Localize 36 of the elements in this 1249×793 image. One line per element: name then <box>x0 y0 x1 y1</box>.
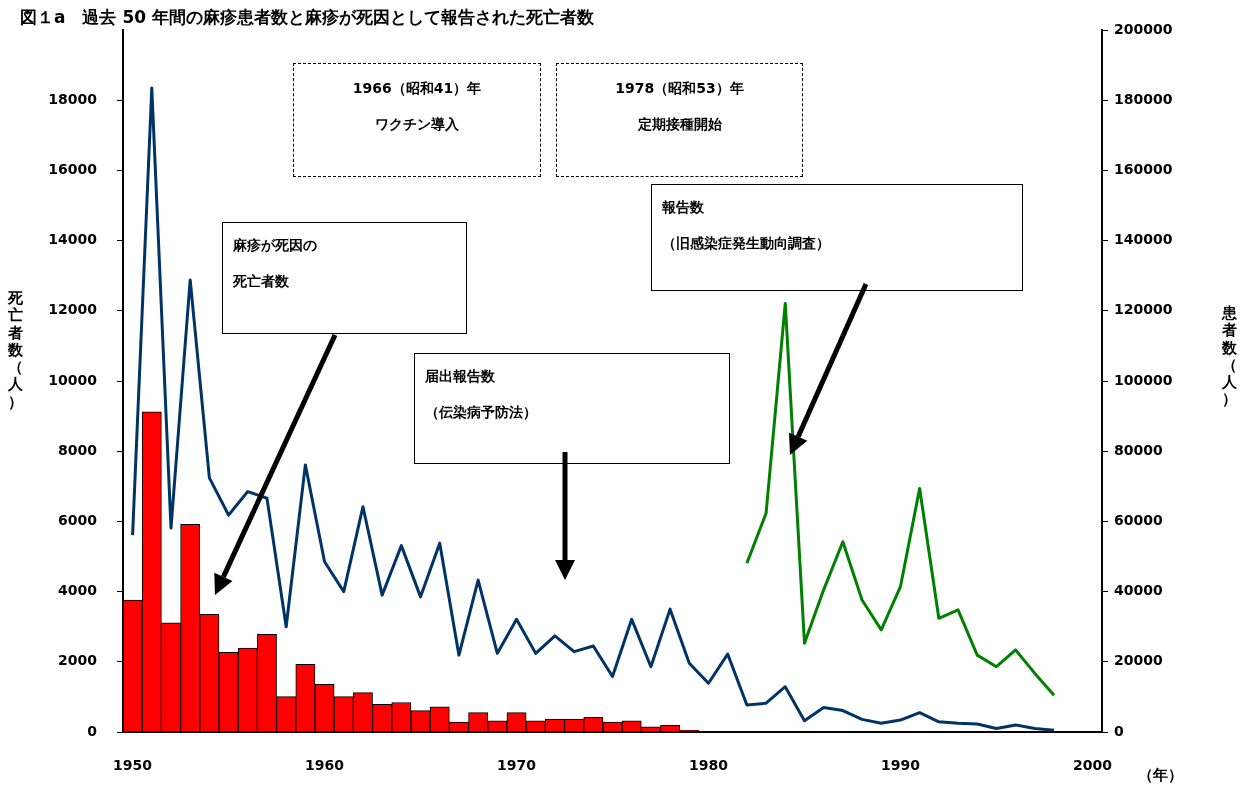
y2-tick-label: 80000 <box>1114 441 1163 458</box>
text: 届出報告数（伝染病予防法） <box>425 368 537 421</box>
y2-tick-label: 160000 <box>1114 161 1173 178</box>
x-tick-label: 1980 <box>689 757 729 774</box>
y2-tick-label: 200000 <box>1114 20 1173 37</box>
y-tick-label: 8000 <box>58 441 98 458</box>
y-tick-label: 0 <box>87 722 98 739</box>
y-tick-label: 18000 <box>48 90 98 107</box>
y2-tick-label: 180000 <box>1114 90 1173 107</box>
y-tick-label: 14000 <box>48 231 98 248</box>
x-tick-label: 1970 <box>497 757 537 774</box>
x-tick-label: 1990 <box>880 757 921 774</box>
y2-tick-label: 0 <box>1114 722 1124 739</box>
y2-tick-label: 20000 <box>1114 652 1163 669</box>
y2-axis-title: 患者数（人） <box>1222 304 1237 409</box>
y-tick-label: 10000 <box>48 371 98 388</box>
y2-tick-label: 120000 <box>1114 301 1173 318</box>
text: 麻疹が死因の死亡者数 <box>233 237 317 290</box>
y-axis-title: 死亡者数（人） <box>8 289 23 411</box>
y-tick-label: 16000 <box>48 161 98 178</box>
chart-title: 図１a 過去 50 年間の麻疹患者数と麻疹が死因として報告された死亡者数 <box>20 6 594 29</box>
y2-tick-label: 60000 <box>1114 512 1163 529</box>
x-tick-label: 1960 <box>305 757 345 774</box>
text: 報告数（旧感染症発生動向調査） <box>662 199 830 252</box>
y2-tick-label: 100000 <box>1114 371 1173 388</box>
x-tick-label: 2000 <box>1072 757 1113 774</box>
text: 1978（昭和53）年定期接種開始 <box>615 80 744 133</box>
x-tick-label: 1950 <box>113 757 153 774</box>
y-tick-label: 4000 <box>58 582 98 599</box>
y2-tick-label: 40000 <box>1114 582 1163 599</box>
y-tick-label: 12000 <box>48 301 98 318</box>
x-axis-title: （年） <box>1138 766 1183 785</box>
y-tick-label: 6000 <box>58 512 98 529</box>
y-tick-label: 2000 <box>58 652 98 669</box>
y2-tick-label: 140000 <box>1114 231 1173 248</box>
text: 1966（昭和41）年ワクチン導入 <box>352 80 482 133</box>
